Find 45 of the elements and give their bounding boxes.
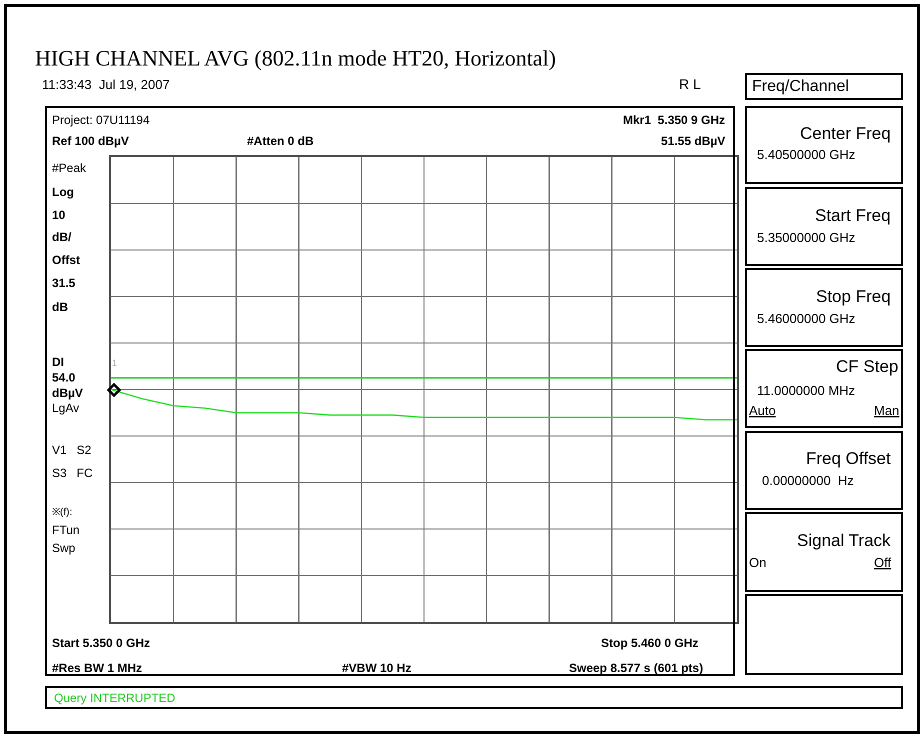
text: dB/ [52, 230, 72, 244]
text: 11:33:43 Jul 19, 2007 [42, 77, 170, 92]
text: Off [874, 555, 892, 570]
text: Query INTERRUPTED [54, 691, 176, 705]
text: Sweep 8.577 s (601 pts) [569, 661, 704, 675]
text: dB [52, 300, 68, 314]
text: Log [52, 185, 74, 199]
text: CF Step [836, 357, 898, 376]
text: S3 FC [52, 466, 94, 480]
text: 5.35000000 GHz [757, 230, 856, 245]
chart-title: HIGH CHANNEL AVG (802.11n mode HT20, Horizontal) [35, 46, 556, 71]
text: FTun [52, 523, 80, 537]
text: 31.5 [52, 276, 76, 290]
text: #Res BW 1 MHz [52, 661, 142, 675]
text: 10 [52, 208, 66, 222]
text: Freq Offset [806, 449, 891, 468]
text: Ref 100 dBµV [52, 134, 129, 148]
text: Center Freq [800, 124, 891, 143]
text: 11.0000000 MHz [757, 383, 856, 398]
text: Stop 5.460 0 GHz [601, 636, 698, 650]
text: #Peak [52, 161, 88, 175]
text: Project: 07U11194 [52, 113, 150, 127]
text: On [749, 555, 766, 570]
text: Start Freq [815, 206, 891, 225]
text: Signal Track [797, 531, 892, 550]
text: R L [679, 76, 701, 92]
text: 0.00000000 Hz [762, 473, 854, 488]
text: 51.55 dBµV [661, 134, 726, 148]
text: #VBW 10 Hz [342, 661, 412, 675]
text: ※(f): [52, 507, 72, 518]
text: 5.40500000 GHz [757, 147, 856, 162]
text: LgAv [52, 401, 80, 415]
text: 5.46000000 GHz [757, 311, 856, 326]
text: Swp [52, 541, 76, 555]
text: Start 5.350 0 GHz [52, 636, 150, 650]
text: V1 S2 [52, 443, 92, 457]
text: Mkr1 5.350 9 GHz [623, 113, 726, 127]
ref-line-label: DI 54.0 dBµV [52, 355, 83, 400]
text: Stop Freq [816, 287, 891, 306]
text: Offst [52, 253, 80, 267]
text: 1 [112, 358, 118, 368]
text: Auto [749, 403, 776, 418]
text: Freq/Channel [752, 78, 849, 95]
text: Man [874, 403, 900, 418]
text: #Atten 0 dB [247, 134, 314, 148]
